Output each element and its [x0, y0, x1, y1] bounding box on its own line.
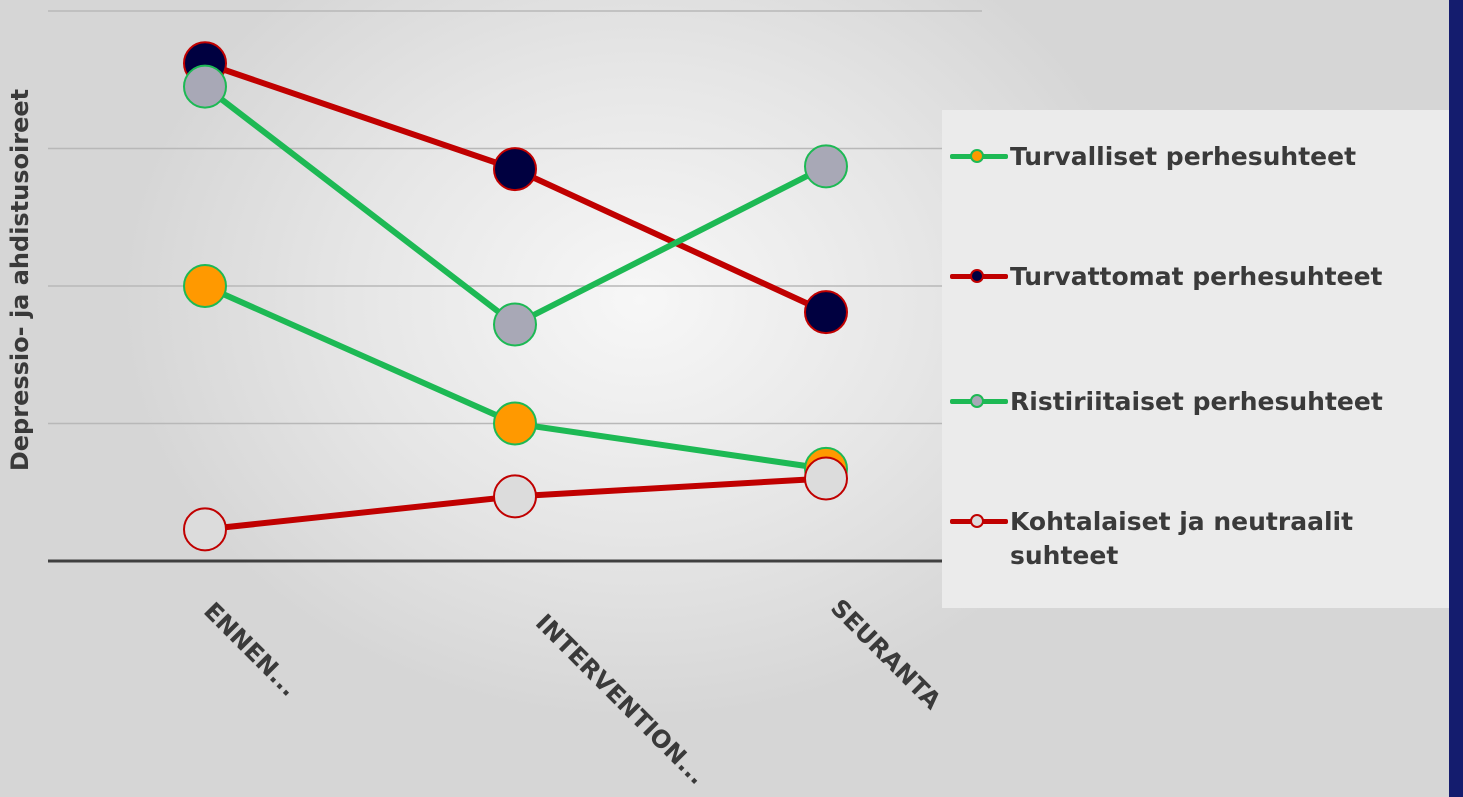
y-axis-label: Depressio- ja ahdistusoireet [6, 88, 34, 472]
legend: Turvalliset perhesuhteet Turvattomat perh… [942, 110, 1449, 608]
series-2 [183, 41, 848, 335]
series-4 [183, 456, 848, 552]
data-point [493, 147, 537, 192]
data-point [183, 64, 227, 109]
data-point [804, 144, 848, 189]
legend-label: Turvalliset perhesuhteet [1010, 142, 1357, 171]
legend-marker-icon [970, 269, 984, 283]
slide-side-bar [1449, 0, 1463, 797]
legend-marker-icon [970, 394, 984, 408]
series-line [203, 84, 828, 328]
data-point [493, 302, 537, 347]
legend-marker-icon [970, 149, 984, 163]
data-point [493, 474, 537, 519]
legend-marker-icon [970, 514, 984, 528]
data-point [804, 290, 848, 335]
x-tick-labels: ENNEN... INTERVENTION... SEURANTA [198, 594, 946, 790]
series-lines [183, 41, 848, 552]
series-3 [183, 64, 848, 347]
series-1 [183, 264, 848, 491]
data-point [493, 401, 537, 446]
data-point [183, 264, 227, 308]
data-point [804, 456, 848, 501]
legend-label: Kohtalaiset ja neutraalit suhteet [1010, 507, 1354, 570]
data-point [183, 507, 227, 552]
x-tick-label: INTERVENTION... [530, 609, 711, 790]
legend-label: Turvattomat perhesuhteet [1010, 262, 1383, 291]
x-tick-label: SEURANTA [825, 594, 946, 715]
legend-label: Ristiriitaiset perhesuhteet [1010, 387, 1383, 416]
x-tick-label: ENNEN... [198, 597, 303, 702]
